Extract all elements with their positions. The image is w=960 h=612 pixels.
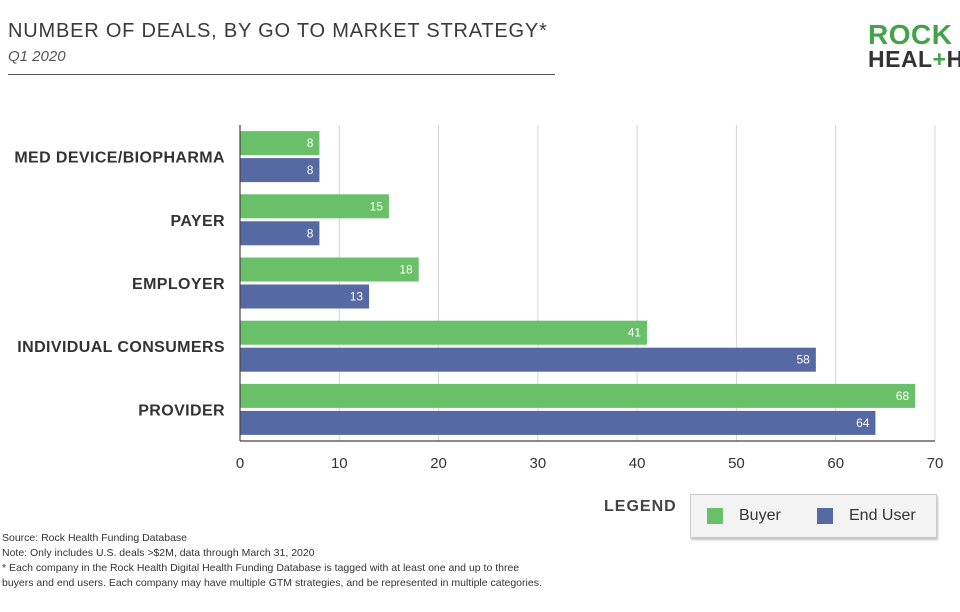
bar-value-label: 64 <box>856 416 870 430</box>
x-tick-label: 10 <box>331 455 348 472</box>
legend-title: LEGEND <box>604 498 677 515</box>
bar-value-label: 68 <box>896 389 910 403</box>
bar-buyer <box>240 257 419 282</box>
footnote-line-1: * Each company in the Rock Health Digita… <box>2 562 520 574</box>
chart-title: NUMBER OF DEALS, BY GO TO MARKET STRATEG… <box>8 20 548 42</box>
x-tick-label: 40 <box>629 455 646 472</box>
x-tick-label: 60 <box>827 455 844 472</box>
bar-buyer <box>240 383 916 408</box>
legend-label-end-user: End User <box>849 507 916 524</box>
rock-health-logo: ROCK HEAL+H <box>868 22 960 72</box>
bar-buyer <box>240 194 389 219</box>
category-label: EMPLOYER <box>132 276 225 293</box>
legend-item-end-user: End User <box>817 507 916 525</box>
x-tick-label: 50 <box>728 455 745 472</box>
bar-value-label: 8 <box>307 163 314 177</box>
bar-buyer <box>240 131 320 156</box>
legend-item-buyer: Buyer <box>707 507 781 525</box>
legend-swatch-buyer <box>707 508 723 524</box>
bar-end-user <box>240 284 370 309</box>
chart-subtitle: Q1 2020 <box>8 48 66 65</box>
logo-line-2-a: HEAL <box>868 46 933 72</box>
category-label: MED DEVICE/BIOPHARMA <box>14 150 225 167</box>
bar-value-label: 15 <box>370 199 384 213</box>
x-tick-label: 70 <box>927 455 944 472</box>
bar-end-user <box>240 410 876 435</box>
logo-line-2-b: H <box>946 46 960 72</box>
legend: Buyer End User <box>690 494 937 538</box>
logo-line-2: HEAL+H <box>868 47 960 72</box>
data-note: Note: Only includes U.S. deals >$2M, dat… <box>2 547 315 559</box>
title-divider <box>8 74 555 75</box>
x-tick-label: 30 <box>530 455 547 472</box>
footnotes: Source: Rock Health Funding Database Not… <box>2 531 542 591</box>
bar-value-label: 41 <box>628 326 642 340</box>
bar-value-label: 8 <box>307 226 314 240</box>
bar-buyer <box>240 320 648 345</box>
bar-value-label: 13 <box>350 290 364 304</box>
legend-label-buyer: Buyer <box>739 507 781 524</box>
bar-end-user <box>240 347 816 372</box>
source-note: Source: Rock Health Funding Database <box>2 532 188 544</box>
bar-end-user <box>240 221 320 246</box>
category-label: PROVIDER <box>138 402 225 419</box>
category-label: PAYER <box>171 213 226 230</box>
x-tick-label: 20 <box>430 455 447 472</box>
bar-end-user <box>240 158 320 183</box>
bar-value-label: 58 <box>796 353 810 367</box>
footnote-line-2: buyers and end users. Each company may h… <box>2 577 542 589</box>
legend-swatch-end-user <box>817 508 833 524</box>
logo-line-1: ROCK <box>868 22 953 50</box>
bar-value-label: 18 <box>399 263 413 277</box>
category-label: INDIVIDUAL CONSUMERS <box>17 339 225 356</box>
logo-plus: + <box>932 46 947 72</box>
bar-value-label: 8 <box>307 136 314 150</box>
x-tick-label: 0 <box>236 455 244 472</box>
bar-chart: 0 10 20 30 40 50 60 70 MED DEVICE/BIOPHARMA 8 8 PAY… <box>14 125 944 472</box>
